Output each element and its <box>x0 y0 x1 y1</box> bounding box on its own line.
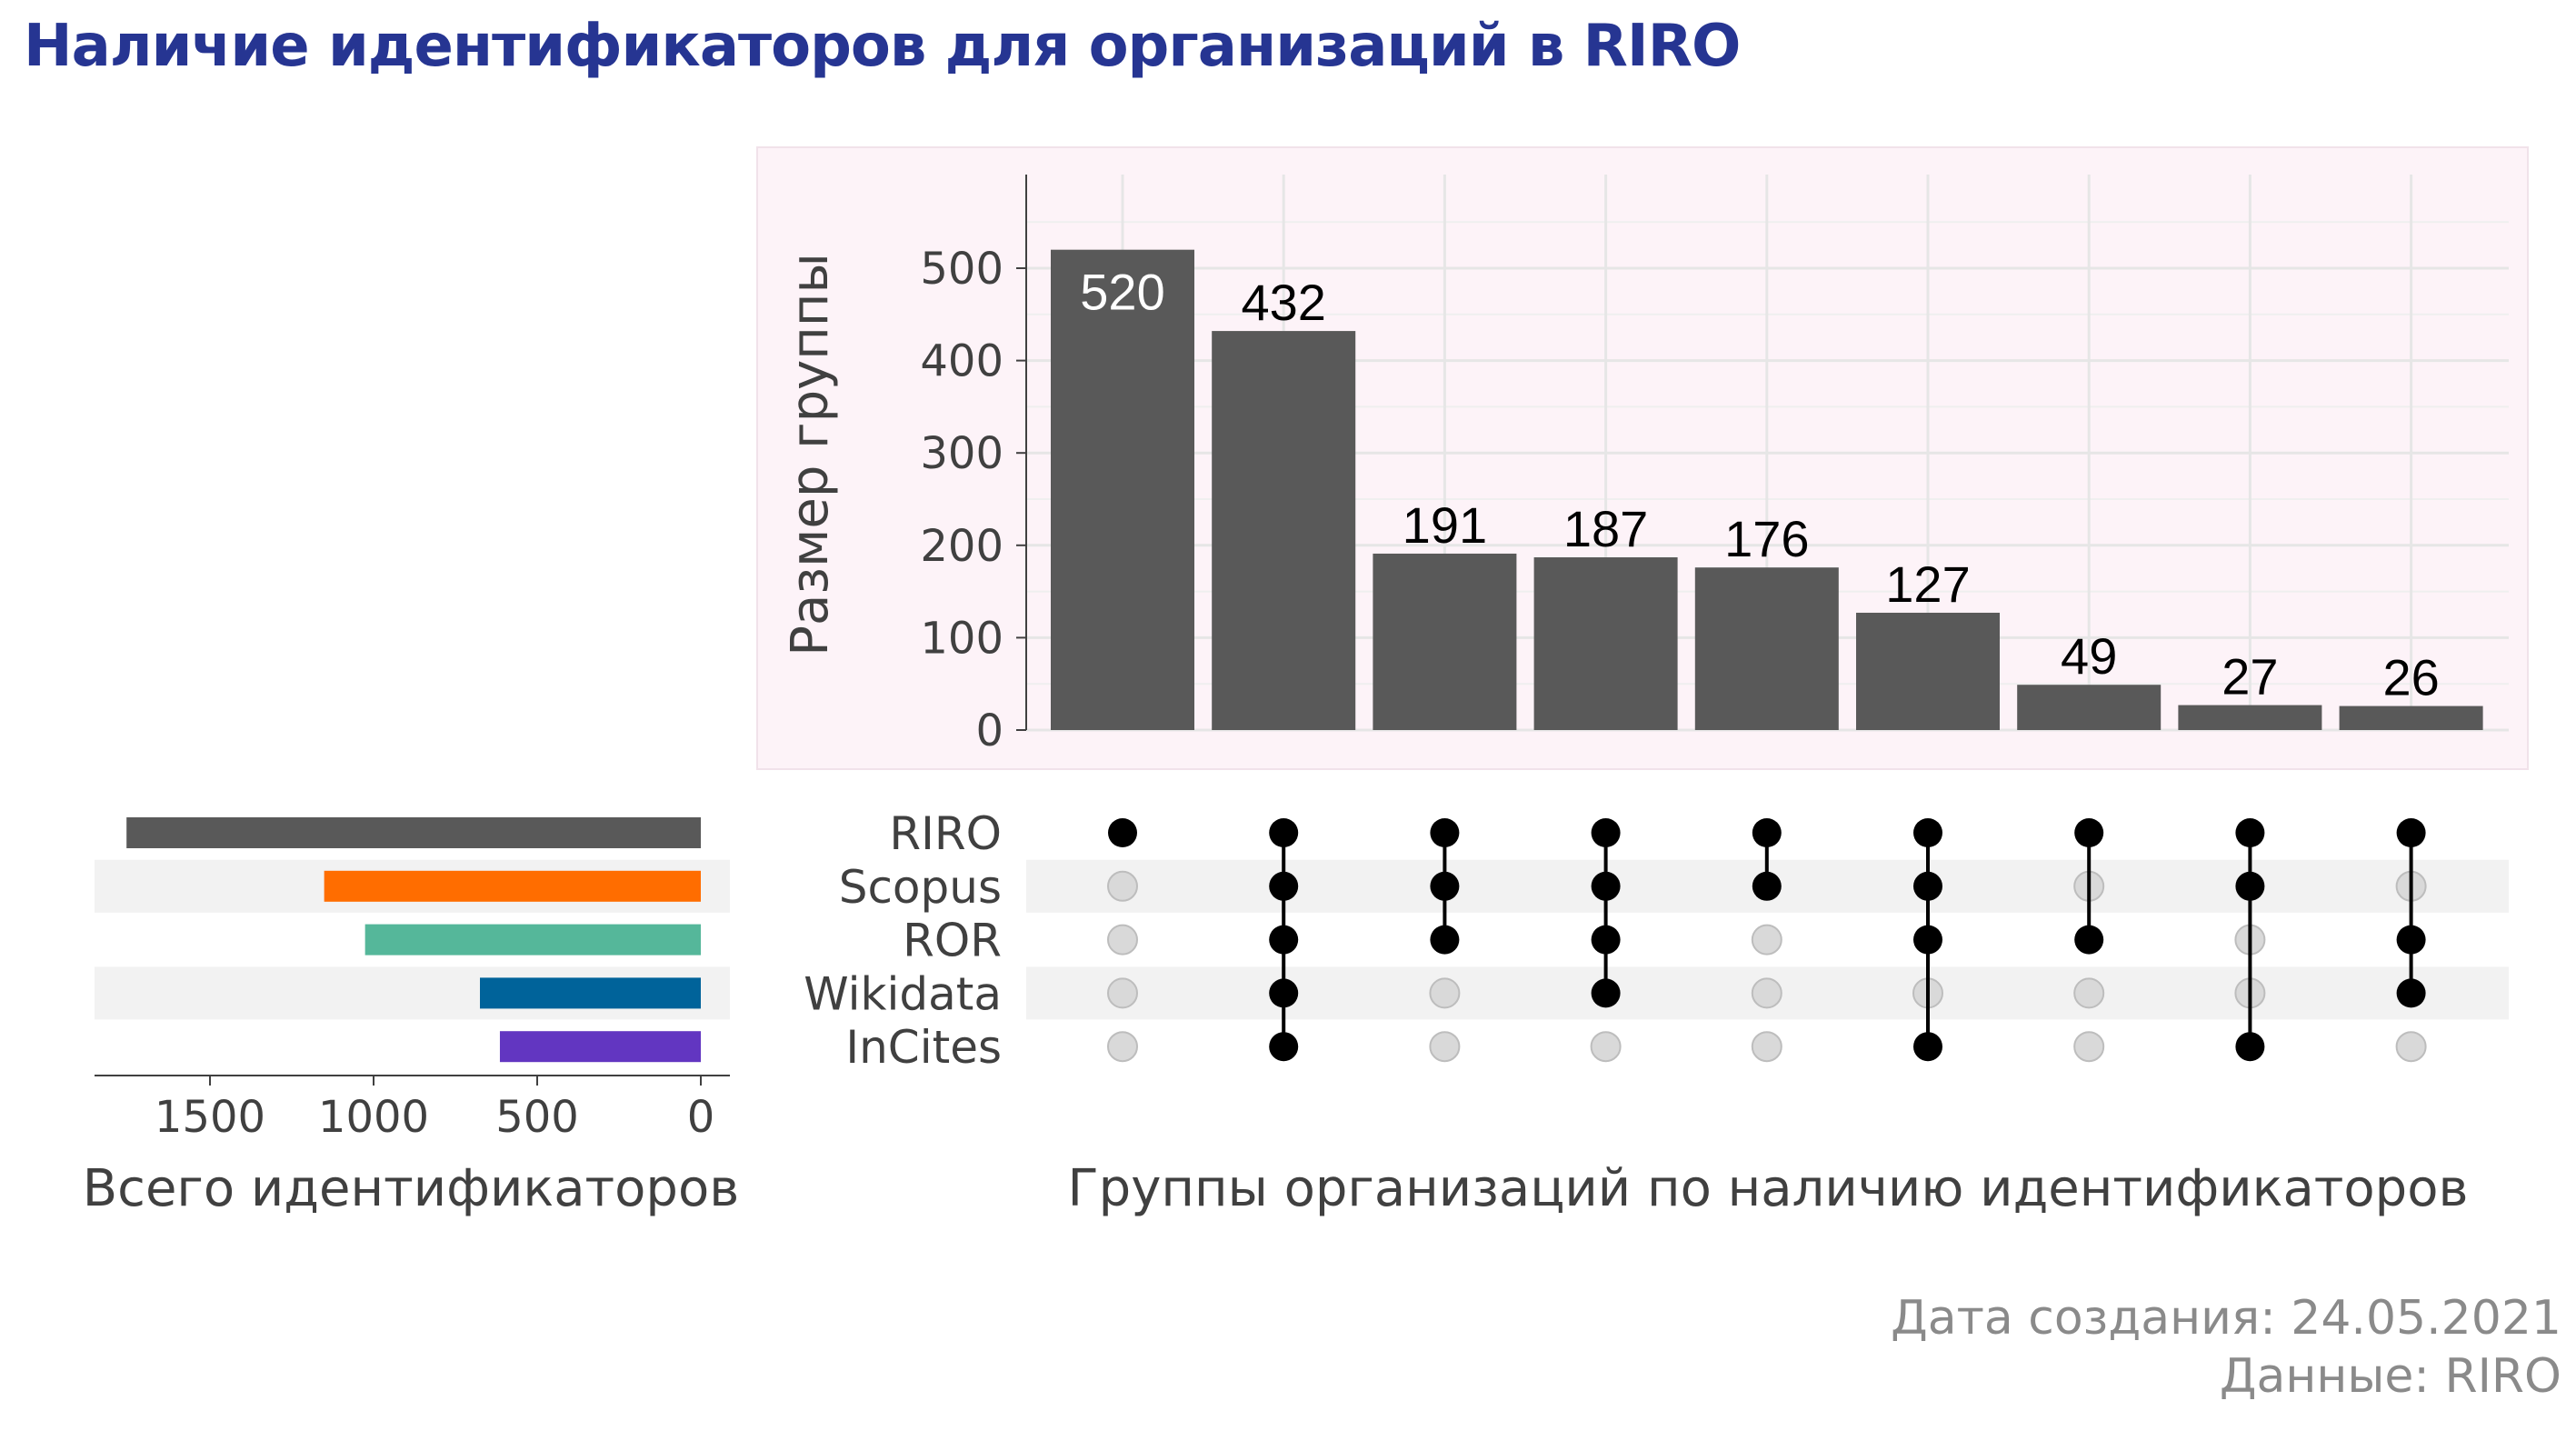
bar-value-label: 127 <box>1885 555 1970 613</box>
matrix-dot-filled <box>2235 871 2265 901</box>
matrix-dot-filled <box>2074 818 2104 847</box>
y-tick-label: 300 <box>920 428 1003 479</box>
matrix-dot-empty <box>1590 1031 1622 1063</box>
set-label: ROR <box>903 915 1002 967</box>
set-size-bar <box>324 870 701 902</box>
set-label: Wikidata <box>804 967 1002 1020</box>
matrix-dot-filled <box>1269 978 1299 1008</box>
y-tick-label: 0 <box>975 705 1003 756</box>
matrix-dot-empty <box>1107 977 1138 1009</box>
set-size-tick-label: 500 <box>495 1092 579 1143</box>
matrix-dot-filled <box>1591 818 1621 847</box>
bar <box>1533 557 1678 730</box>
bar <box>1051 249 1194 730</box>
matrix-dot-empty <box>1107 924 1138 956</box>
set-size-bar <box>480 977 701 1009</box>
matrix-dot-filled <box>1430 925 1460 955</box>
bar <box>2339 705 2483 730</box>
y-axis-ticks: 0 100 200 300 400 500 <box>920 244 1026 756</box>
bar <box>1212 331 1356 730</box>
chart-title: Наличие идентификаторов для организаций … <box>24 13 1741 80</box>
bar-value-label: 520 <box>1080 264 1164 321</box>
set-size-ticks: 1500 1000 500 0 <box>155 1076 714 1143</box>
matrix-dot-empty <box>2395 1031 2427 1063</box>
bar-value-label: 191 <box>1403 496 1487 554</box>
set-label: Scopus <box>839 861 1002 914</box>
matrix-dot-filled <box>1913 925 1942 955</box>
matrix-dot-empty <box>2073 977 2105 1009</box>
set-label: InCites <box>845 1021 1002 1074</box>
matrix-dot-filled <box>2074 925 2104 955</box>
set-size-bar <box>126 817 701 848</box>
set-size-tick-label: 1000 <box>318 1092 429 1143</box>
matrix-dot-empty <box>1751 924 1782 956</box>
bar-value-label: 176 <box>1724 510 1809 567</box>
bar-value-label: 26 <box>2382 649 2439 706</box>
matrix-dot-empty <box>1429 977 1461 1009</box>
matrix-dot-empty <box>1751 1031 1782 1063</box>
matrix-dot-filled <box>1430 818 1460 847</box>
y-tick-label: 400 <box>920 336 1003 387</box>
y-axis-label: Размер группы <box>781 253 840 655</box>
matrix-dot-filled <box>1591 925 1621 955</box>
matrix-dot-empty <box>1429 1031 1461 1063</box>
matrix-dot-filled <box>1752 818 1782 847</box>
set-label: RIRO <box>889 807 1002 860</box>
y-tick-label: 500 <box>920 244 1003 295</box>
set-size-axis-label: Всего идентификаторов <box>83 1159 739 1218</box>
matrix-dot-filled <box>1913 871 1942 901</box>
matrix-dot-filled <box>1269 1032 1299 1062</box>
matrix-dot-filled <box>1269 818 1299 847</box>
matrix-dot-filled <box>2396 818 2426 847</box>
set-size-bars <box>126 817 701 1063</box>
bar <box>2017 685 2162 730</box>
creation-date: Дата создания: 24.05.2021 <box>1891 1291 2561 1346</box>
y-tick-label: 200 <box>920 521 1003 572</box>
matrix-dot-empty <box>1107 870 1138 902</box>
matrix-dot-empty <box>1107 1031 1138 1063</box>
matrix-dot-filled <box>2235 818 2265 847</box>
matrix-dot-filled <box>1430 871 1460 901</box>
matrix-dot-filled <box>1591 978 1621 1008</box>
bar-marks <box>1051 249 2483 730</box>
matrix-dot-filled <box>1269 925 1299 955</box>
matrix-dot-filled <box>1269 871 1299 901</box>
matrix-dot-filled <box>1913 818 1942 847</box>
matrix-dot-filled <box>1913 1032 1942 1062</box>
bar-value-label: 27 <box>2222 648 2278 705</box>
data-source: Данные: RIRO <box>2219 1349 2561 1404</box>
set-size-bar <box>364 924 701 956</box>
set-size-tick-label: 0 <box>687 1092 715 1143</box>
bar-value-label: 432 <box>1241 274 1325 331</box>
set-size-tick-label: 1500 <box>155 1092 265 1143</box>
matrix-dot-filled <box>2235 1032 2265 1062</box>
matrix-dots <box>1107 818 2427 1063</box>
matrix-dot-filled <box>1752 871 1782 901</box>
matrix-dot-filled <box>1108 818 1137 847</box>
set-size-bar <box>499 1031 701 1063</box>
bar-value-label: 49 <box>2061 627 2117 685</box>
matrix-dot-filled <box>2396 978 2426 1008</box>
bar-value-label: 187 <box>1563 500 1648 557</box>
bar <box>1373 553 1517 730</box>
matrix-dot-empty <box>2073 1031 2105 1063</box>
bar <box>1694 567 1839 730</box>
bar-value-labels: 520 432 191 187 176 127 49 27 26 <box>1080 264 2439 706</box>
matrix-dot-filled <box>2396 925 2426 955</box>
bar <box>2178 705 2322 730</box>
matrix-dot-empty <box>1751 977 1782 1009</box>
matrix-dot-filled <box>1591 871 1621 901</box>
y-tick-label: 100 <box>920 613 1003 664</box>
caption: Дата создания: 24.05.2021 Данные: RIRO <box>1891 1289 2561 1406</box>
bar <box>1856 612 2000 730</box>
x-axis-label: Группы организаций по наличию идентифика… <box>1068 1159 2469 1218</box>
